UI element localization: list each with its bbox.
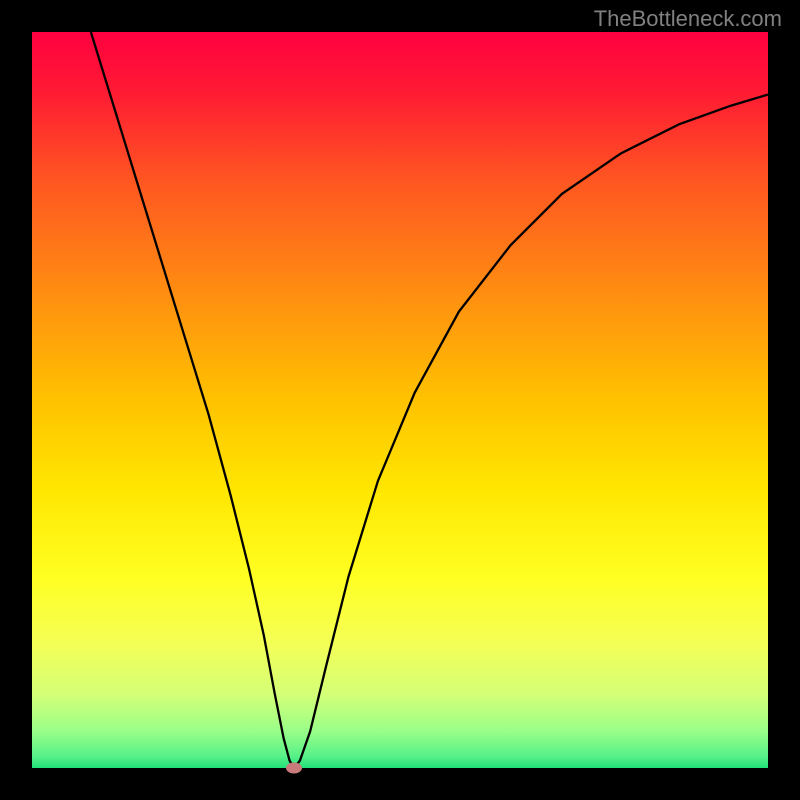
plot-area: [32, 32, 768, 768]
curve-svg: [32, 32, 768, 768]
optimum-marker: [286, 763, 302, 774]
chart-container: TheBottleneck.com: [0, 0, 800, 800]
watermark-text: TheBottleneck.com: [594, 6, 782, 32]
bottleneck-curve: [91, 32, 768, 768]
